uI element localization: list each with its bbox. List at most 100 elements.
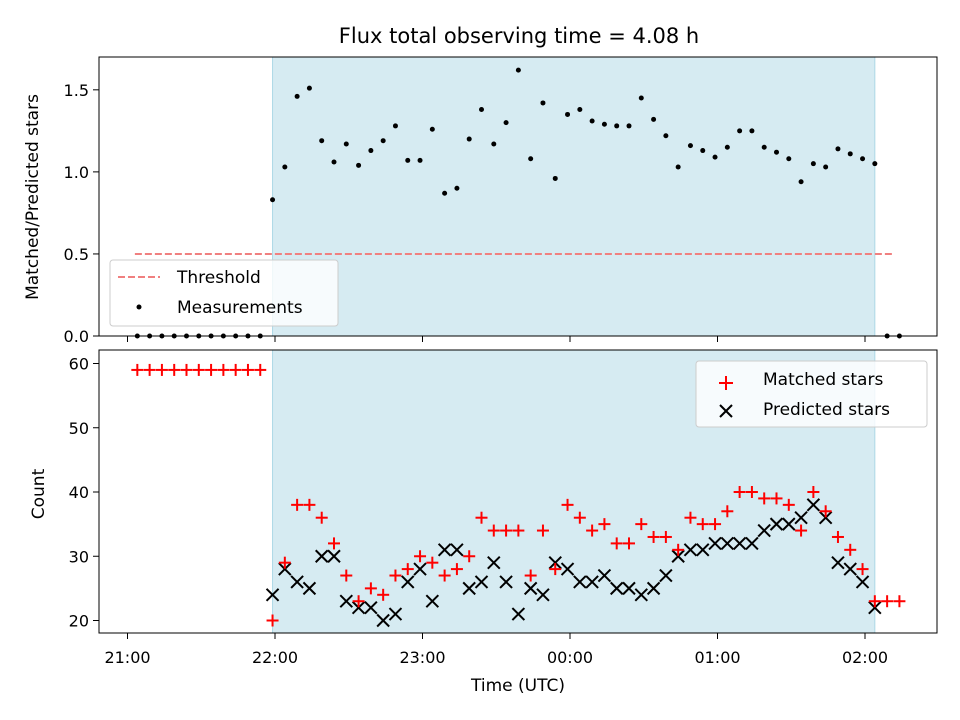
measurement-point	[687, 143, 693, 149]
predicted-star-point	[597, 568, 612, 583]
matched-star-point	[377, 588, 390, 601]
x-tick-label: 02:00	[842, 648, 888, 667]
matched-star-point	[856, 563, 869, 576]
predicted-star-point	[364, 600, 378, 615]
matched-star-point	[807, 486, 820, 498]
predicted-star-point	[376, 613, 390, 628]
measurement-point	[270, 197, 276, 203]
matched-star-point	[401, 563, 414, 576]
plot-frame-top	[98, 56, 938, 337]
predicted-star-point	[499, 575, 513, 589]
measurement-point	[454, 185, 460, 191]
predicted-star-point	[290, 575, 304, 589]
predicted-star-point	[560, 562, 575, 576]
measurement-point	[368, 148, 374, 154]
measurement-point	[724, 144, 730, 150]
matched-star-point	[721, 505, 734, 518]
matched-star-point	[303, 498, 316, 511]
matched-star-point	[745, 486, 758, 498]
y-tick-label-bottom: 40	[69, 483, 89, 502]
measurement-point	[356, 162, 362, 168]
predicted-star-point	[610, 581, 624, 596]
legend-box-top	[109, 259, 339, 327]
measurement-point	[380, 138, 386, 144]
matched-star-point	[426, 556, 439, 569]
predicted-star-point	[659, 568, 673, 583]
measurement-point	[675, 164, 681, 170]
matched-star-point	[352, 595, 365, 608]
top-panel: 0.0 0.5 1.0 1.5 Matched/Predicted stars Thr…	[23, 56, 938, 346]
measurement-point	[810, 161, 816, 167]
matched-star-point	[414, 550, 427, 563]
measurement-point	[860, 156, 866, 162]
matched-star-point	[438, 569, 451, 582]
measurement-point	[282, 164, 288, 170]
measurement-point	[700, 148, 706, 154]
predicted-star-point	[622, 581, 636, 596]
measurement-point	[835, 146, 841, 152]
predicted-star-point	[425, 594, 440, 608]
predicted-star-point	[757, 523, 771, 538]
legend-measurements-label: Measurements	[177, 298, 303, 318]
measurement-point	[626, 123, 632, 129]
measurement-point	[712, 154, 718, 160]
matched-star-point	[450, 563, 463, 576]
measurement-point	[761, 144, 767, 150]
legend-measurements-swatch	[136, 304, 142, 310]
matched-star-point	[709, 518, 722, 531]
matched-star-point	[868, 595, 881, 608]
predicted-star-point	[351, 600, 366, 615]
matched-star-point	[389, 569, 402, 582]
matched-star-point	[561, 498, 574, 511]
measurement-point	[306, 85, 312, 91]
matched-star-point	[647, 530, 660, 543]
predicted-star-point	[327, 549, 341, 563]
measurement-point	[663, 133, 669, 139]
predicted-star-point	[536, 588, 550, 602]
predicted-star-point	[315, 549, 329, 563]
matched-star-point	[610, 537, 623, 550]
predicted-star-point	[487, 555, 501, 570]
matched-star-point	[168, 363, 181, 376]
predicted-star-point	[585, 575, 599, 589]
matched-star-point	[143, 363, 156, 376]
predicted-star-point	[339, 594, 353, 608]
measurement-point	[331, 159, 337, 165]
legend-matched-swatch	[719, 376, 733, 390]
x-tick-label: 21:00	[104, 648, 150, 667]
measurement-point	[614, 123, 620, 129]
y-tick-label-top: 1.5	[64, 81, 89, 100]
measurement-point	[319, 138, 325, 144]
bottom-panel: 20 30 40 50 60 21:00 22:00 23:00 00:00 01:00 02:0…	[29, 349, 938, 696]
predicted-star-point	[401, 575, 415, 589]
y-tick-label-top: 0.5	[64, 245, 89, 264]
matched-star-point	[512, 524, 525, 537]
measurement-point	[552, 175, 558, 181]
predicted-star-point	[523, 581, 538, 596]
matched-star-point	[229, 363, 242, 376]
matched-star-point	[241, 363, 254, 376]
legend-bottom: Matched stars Predicted stars	[695, 360, 928, 428]
matched-star-point	[217, 363, 230, 376]
matched-star-point	[586, 524, 599, 537]
predicted-star-point	[462, 581, 476, 596]
measurement-point	[503, 120, 509, 126]
measurement-point	[417, 157, 423, 163]
x-tick-label: 01:00	[694, 648, 740, 667]
matched-star-point	[573, 511, 586, 524]
predicted-star-point	[474, 575, 489, 589]
measurement-point	[872, 161, 878, 167]
predicted-star-point	[671, 549, 685, 563]
measurement-point	[540, 100, 546, 106]
matched-star-point	[254, 363, 267, 376]
matched-star-point	[205, 363, 218, 376]
predicted-star-point	[769, 517, 784, 531]
matched-star-point	[623, 537, 635, 550]
predicted-star-point	[548, 555, 562, 570]
predicted-star-point	[708, 536, 722, 551]
matched-star-point	[192, 363, 205, 376]
measurement-point	[774, 149, 779, 155]
matched-star-point	[500, 524, 513, 537]
y-tick-label-bottom: 60	[69, 355, 89, 374]
measurement-point	[429, 126, 435, 132]
